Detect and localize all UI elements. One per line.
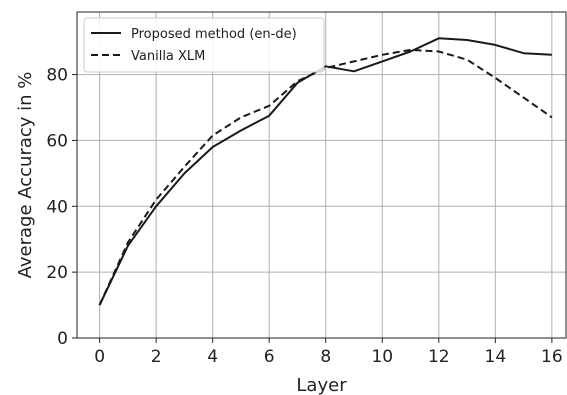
y-tick-label: 0	[57, 329, 68, 349]
series-lines	[98, 37, 553, 306]
x-tick-label: 0	[94, 347, 105, 367]
series-line-proposed-method	[98, 37, 552, 306]
legend: Proposed method (en-de) Vanilla XLM	[83, 17, 325, 73]
legend-box	[83, 17, 325, 73]
x-tick-label: 10	[371, 347, 393, 367]
grid-lines	[77, 12, 566, 339]
y-tick-label: 40	[46, 197, 68, 217]
y-tick-label: 20	[46, 263, 68, 283]
x-tick-label: 8	[320, 347, 331, 367]
x-tick-label: 2	[151, 347, 162, 367]
series-line-vanilla-xlm	[98, 48, 553, 306]
x-tick-label: 4	[207, 347, 218, 367]
x-axis-ticks: 0 2 4 6 8 10 12 14 16	[94, 338, 563, 367]
y-axis-title: Average Accuracy in %	[15, 72, 36, 279]
x-tick-label: 12	[428, 347, 450, 367]
x-tick-label: 14	[485, 347, 507, 367]
plot-frame	[76, 11, 567, 339]
x-axis-title: Layer	[296, 375, 347, 395]
y-tick-label: 60	[46, 131, 68, 151]
x-tick-label: 16	[541, 347, 563, 367]
x-tick-label: 6	[264, 347, 275, 367]
legend-label: Proposed method (en-de)	[131, 27, 297, 42]
legend-label: Vanilla XLM	[131, 49, 205, 64]
y-tick-label: 80	[46, 66, 68, 86]
y-axis-ticks: 0 20 40 60 80	[46, 66, 77, 349]
